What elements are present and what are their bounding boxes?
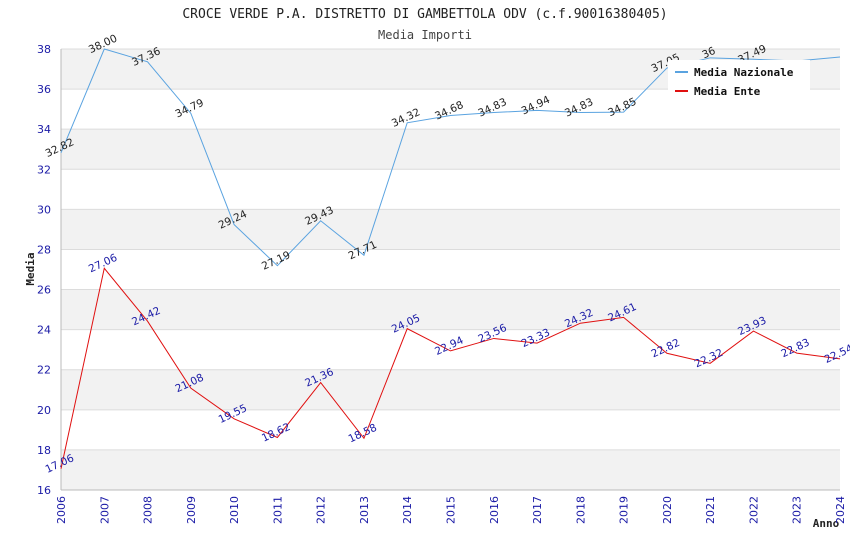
x-tick-label: 2022 <box>747 496 760 524</box>
x-tick-label: 2013 <box>358 496 371 524</box>
chart-subtitle: Media Importi <box>378 28 472 42</box>
series-lines <box>60 48 841 469</box>
y-tick-label: 32 <box>37 163 51 176</box>
grid-band <box>61 289 840 330</box>
y-tick-label: 18 <box>37 444 51 457</box>
x-tick-label: 2019 <box>618 496 631 524</box>
x-tick-label: 2007 <box>98 496 111 524</box>
grid-band <box>61 249 840 290</box>
x-tick-label: 2016 <box>488 496 501 524</box>
y-tick-label: 26 <box>37 284 51 297</box>
y-tick-label: 36 <box>37 83 51 96</box>
grid-band <box>61 129 840 170</box>
x-tick-label: 2023 <box>791 496 804 524</box>
legend-label: Media Nazionale <box>694 66 794 79</box>
y-tick-label: 24 <box>37 324 51 337</box>
y-tick-label: 20 <box>37 404 51 417</box>
y-tick-label: 16 <box>37 484 51 497</box>
grid-band <box>61 209 840 250</box>
grid-band <box>61 369 840 410</box>
x-tick-label: 2014 <box>401 496 414 524</box>
data-label: 36 <box>700 45 717 62</box>
x-tick-label: 2015 <box>445 496 458 524</box>
grid-band <box>61 409 840 450</box>
legend: Media Nazionale Media Ente <box>668 60 810 102</box>
x-tick-label: 2006 <box>55 496 68 524</box>
x-axis-ticks: 2006 2007 2008 2009 2010 2011 2012 2013 2014 2015… <box>55 496 847 524</box>
grid-band <box>61 169 840 210</box>
y-tick-label: 34 <box>37 123 51 136</box>
legend-box <box>668 60 810 102</box>
grid-bands <box>60 48 840 491</box>
grid-band <box>61 449 840 490</box>
x-tick-label: 2011 <box>271 496 284 524</box>
x-tick-label: 2021 <box>704 496 717 524</box>
x-tick-label: 2010 <box>228 496 241 524</box>
y-tick-label: 38 <box>37 43 51 56</box>
x-tick-label: 2024 <box>834 496 847 524</box>
x-tick-label: 2008 <box>142 496 155 524</box>
x-tick-label: 2020 <box>661 496 674 524</box>
y-tick-label: 28 <box>37 243 51 256</box>
x-tick-label: 2018 <box>574 496 587 524</box>
x-tick-label: 2012 <box>315 496 328 524</box>
chart-title: CROCE VERDE P.A. DISTRETTO DI GAMBETTOLA… <box>182 7 667 22</box>
y-tick-label: 22 <box>37 364 51 377</box>
x-axis-label: Anno <box>813 517 840 530</box>
series-line <box>60 267 841 469</box>
legend-label: Media Ente <box>694 85 761 98</box>
y-tick-label: 30 <box>37 203 51 216</box>
y-axis-ticks: 16 18 20 22 24 26 28 30 32 34 36 38 <box>37 43 51 497</box>
x-tick-label: 2017 <box>531 496 544 524</box>
x-tick-label: 2009 <box>185 496 198 524</box>
series-line <box>60 48 841 267</box>
y-axis-label: Media <box>24 252 37 285</box>
